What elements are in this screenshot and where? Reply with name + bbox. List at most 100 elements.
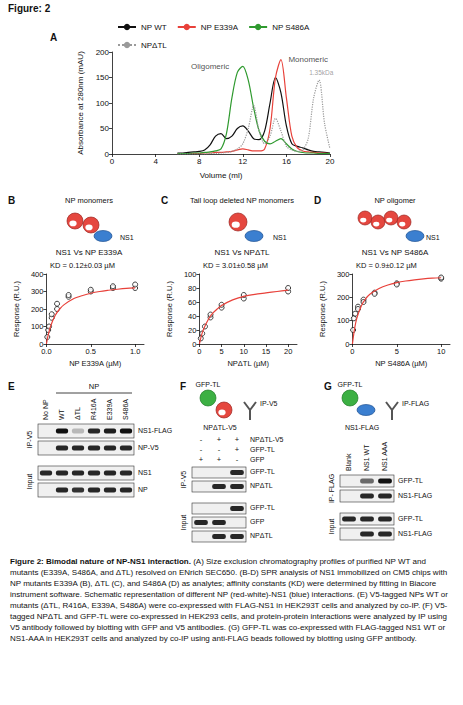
svg-text:NS1 Vs NP S486A: NS1 Vs NP S486A — [362, 248, 429, 257]
svg-text:Tail loop deleted NP monomers: Tail loop deleted NP monomers — [190, 196, 294, 205]
svg-text:NS1-FLAG: NS1-FLAG — [138, 427, 172, 434]
svg-text:NS1: NS1 — [273, 234, 287, 241]
svg-text:NPΔTL-V5: NPΔTL-V5 — [203, 424, 237, 431]
svg-text:NS1: NS1 — [120, 234, 134, 241]
svg-text:KD = 0.9±0.12 µM: KD = 0.9±0.12 µM — [356, 261, 417, 270]
svg-text:No NP: No NP — [42, 399, 49, 420]
svg-text:-: - — [200, 435, 203, 444]
svg-text:+: + — [217, 455, 222, 464]
svg-text:NPΔTL-V5: NPΔTL-V5 — [250, 436, 284, 443]
svg-text:-: - — [200, 445, 203, 454]
svg-text:GFP-TL: GFP-TL — [338, 381, 363, 388]
svg-text:NPΔTL: NPΔTL — [250, 482, 273, 489]
svg-text:10: 10 — [437, 347, 445, 356]
svg-text:200: 200 — [31, 305, 44, 314]
svg-text:20: 20 — [188, 326, 196, 335]
svg-text:80: 80 — [188, 284, 196, 293]
svg-text:IP-V5: IP-V5 — [180, 471, 187, 489]
svg-text:Response (R.U.): Response (R.U.) — [318, 281, 327, 337]
svg-text:300: 300 — [337, 270, 350, 279]
svg-text:KD = 3.01±0.58 µM: KD = 3.01±0.58 µM — [203, 261, 268, 270]
svg-text:KD = 0.12±0.03 µM: KD = 0.12±0.03 µM — [50, 261, 115, 270]
svg-text:NP: NP — [89, 382, 99, 391]
svg-text:E339A: E339A — [106, 399, 113, 420]
svg-text:0: 0 — [110, 157, 115, 166]
svg-text:F: F — [180, 381, 186, 392]
svg-text:NS1 AAA: NS1 AAA — [381, 441, 388, 471]
svg-text:8: 8 — [197, 157, 202, 166]
svg-text:50: 50 — [100, 124, 109, 133]
svg-text:1.0: 1.0 — [130, 347, 140, 356]
svg-text:200: 200 — [96, 48, 110, 57]
svg-text:20: 20 — [326, 157, 335, 166]
svg-text:NP E339A (µM): NP E339A (µM) — [69, 359, 122, 368]
svg-text:GFP-TL: GFP-TL — [398, 515, 423, 522]
svg-text:1.35kDa: 1.35kDa — [309, 69, 334, 76]
svg-text:-: - — [236, 455, 239, 464]
svg-text:NS1 Vs NPΔTL: NS1 Vs NPΔTL — [214, 248, 270, 257]
svg-text:GFP-TL: GFP-TL — [250, 446, 275, 453]
svg-text:ΔTL: ΔTL — [74, 407, 81, 420]
svg-text:+: + — [199, 455, 204, 464]
svg-text:B: B — [8, 195, 15, 206]
svg-text:GFP-TL: GFP-TL — [398, 477, 423, 484]
svg-text:NS1 Vs NP E339A: NS1 Vs NP E339A — [56, 248, 123, 257]
svg-text:-: - — [218, 445, 221, 454]
svg-text:NPΔTL: NPΔTL — [250, 532, 273, 539]
svg-text:Input: Input — [180, 515, 188, 531]
svg-text:NS1: NS1 — [138, 469, 152, 476]
svg-text:Input: Input — [328, 519, 336, 535]
svg-text:WT: WT — [58, 408, 65, 420]
svg-text:+: + — [217, 435, 222, 444]
svg-text:Response (R.U.): Response (R.U.) — [12, 281, 21, 337]
svg-text:0.0: 0.0 — [41, 347, 51, 356]
svg-text:NP S486A (µM): NP S486A (µM) — [375, 359, 428, 368]
svg-text:NP S486A: NP S486A — [272, 23, 310, 32]
svg-text:10: 10 — [240, 347, 248, 356]
svg-text:NP oligomer: NP oligomer — [374, 196, 416, 205]
svg-text:40: 40 — [188, 312, 196, 321]
svg-text:Figure: 2: Figure: 2 — [8, 3, 51, 14]
svg-text:100: 100 — [31, 322, 44, 331]
svg-text:15: 15 — [262, 347, 270, 356]
svg-text:NPΔTL (µM): NPΔTL (µM) — [227, 359, 269, 368]
svg-text:100: 100 — [337, 316, 350, 325]
svg-text:Blank: Blank — [345, 453, 352, 471]
svg-text:+: + — [235, 445, 240, 454]
svg-text:NP E339A: NP E339A — [201, 23, 239, 32]
svg-text:0: 0 — [345, 340, 349, 349]
svg-text:IP-V5: IP-V5 — [26, 431, 33, 449]
svg-text:100: 100 — [184, 270, 197, 279]
svg-text:S486A: S486A — [122, 399, 129, 420]
svg-text:150: 150 — [96, 73, 110, 82]
svg-text:NS1-FLAG: NS1-FLAG — [398, 530, 432, 537]
svg-text:IP- FLAG: IP- FLAG — [328, 474, 335, 503]
svg-text:Response (R.U.): Response (R.U.) — [165, 281, 174, 337]
svg-text:Volume (ml): Volume (ml) — [200, 171, 243, 180]
svg-text:+: + — [235, 435, 240, 444]
svg-text:IP-V5: IP-V5 — [260, 400, 278, 407]
svg-text:5: 5 — [395, 347, 399, 356]
svg-text:GFP-TL: GFP-TL — [196, 381, 221, 388]
svg-text:5: 5 — [220, 347, 224, 356]
svg-text:Monomeric: Monomeric — [288, 55, 328, 64]
svg-text:NPΔTL: NPΔTL — [141, 41, 167, 50]
svg-text:NP WT: NP WT — [141, 23, 167, 32]
svg-text:NS1: NS1 — [426, 234, 440, 241]
svg-text:A: A — [50, 32, 57, 43]
svg-text:4: 4 — [153, 157, 158, 166]
svg-text:Oligomeric: Oligomeric — [191, 62, 229, 71]
svg-text:G: G — [324, 381, 332, 392]
svg-text:NS1 WT: NS1 WT — [363, 444, 370, 471]
svg-text:400: 400 — [31, 270, 44, 279]
svg-text:16: 16 — [282, 157, 291, 166]
svg-text:NS1-FLAG: NS1-FLAG — [345, 424, 379, 431]
svg-text:C: C — [161, 195, 168, 206]
svg-text:GFP-TL: GFP-TL — [250, 468, 275, 475]
svg-text:Input: Input — [26, 474, 34, 490]
svg-text:300: 300 — [31, 287, 44, 296]
svg-text:D: D — [314, 195, 321, 206]
svg-text:NP: NP — [138, 486, 148, 493]
svg-text:R416A: R416A — [90, 398, 97, 420]
svg-text:GFP-TL: GFP-TL — [250, 504, 275, 511]
